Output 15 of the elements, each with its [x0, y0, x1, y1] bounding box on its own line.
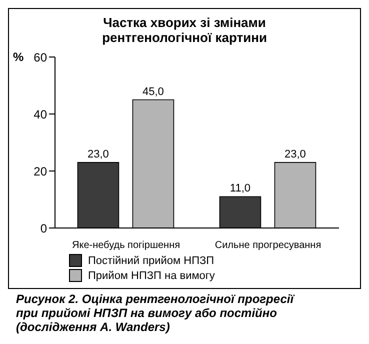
legend-label: Прийом НПЗП на вимогу: [88, 270, 215, 282]
y-tick-label: 60: [34, 50, 48, 64]
data-label: 23,0: [88, 148, 109, 160]
legend-label: Постійний прийом НПЗП: [88, 254, 214, 266]
data-label: 23,0: [284, 148, 306, 160]
x-tick-label: Яке-небудь погіршення: [72, 240, 180, 251]
y-tick-label: 40: [34, 107, 48, 122]
y-tick-label: 20: [34, 164, 48, 178]
y-tick-label: 0: [40, 221, 48, 236]
x-tick-label: Сильне прогресування: [214, 240, 322, 251]
data-label: 45,0: [142, 86, 164, 98]
data-label: 11,0: [230, 182, 251, 195]
chart-title: Частка хворих зі змінами рентгенологічної картини: [101, 15, 268, 45]
y-axis-title: %: [13, 50, 24, 64]
text: Рисунок 2. Оцінка рентгенологічної прогресії при прийомі НПЗП на вимогу або постійно (дослідження A. Wanders): [15, 291, 296, 336]
